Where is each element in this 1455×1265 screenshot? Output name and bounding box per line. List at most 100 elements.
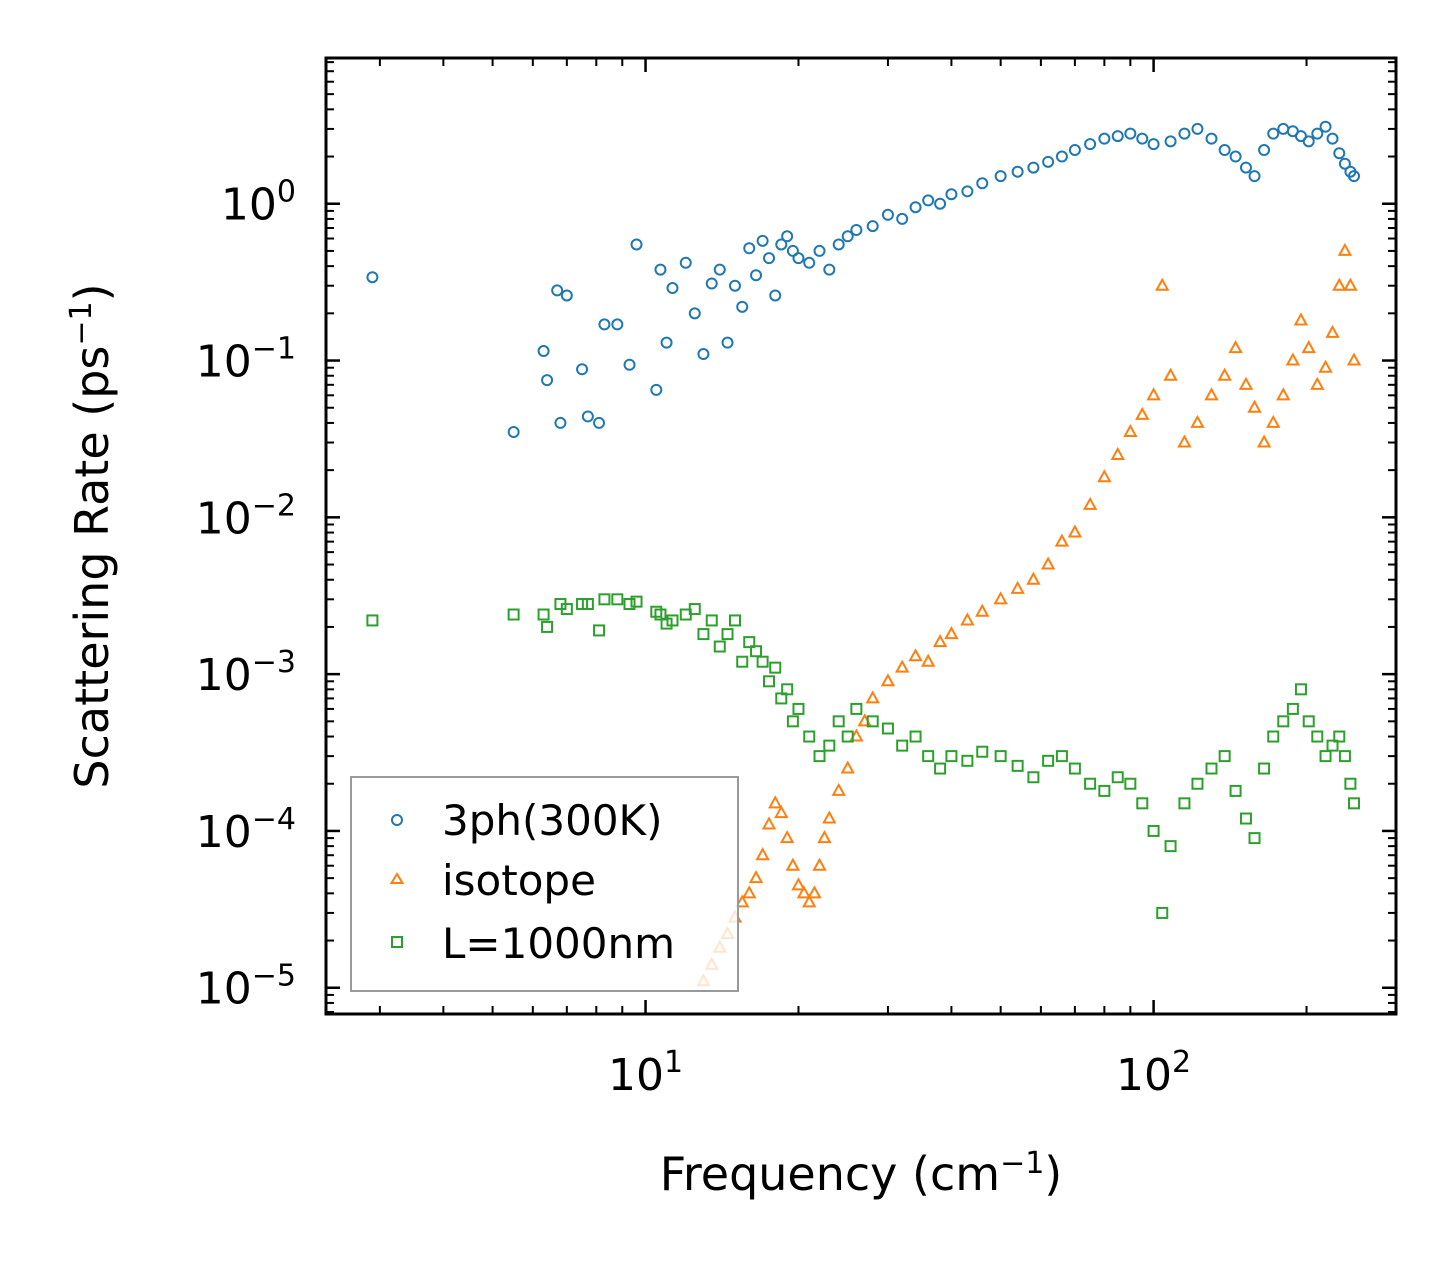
point-boundary (1055, 750, 1068, 763)
point-3ph (713, 263, 726, 276)
point-3ph (1191, 122, 1204, 135)
point-3ph (666, 282, 679, 295)
point-boundary (507, 608, 520, 621)
legend-label-3ph: 3ph(300K) (442, 796, 662, 845)
point-3ph (576, 363, 589, 376)
point-boundary (945, 750, 958, 763)
point-isotope (894, 659, 910, 673)
point-3ph (1338, 157, 1351, 170)
point-boundary (1338, 750, 1351, 763)
point-3ph (832, 238, 845, 251)
point-isotope (768, 795, 783, 809)
point-isotope (1204, 387, 1219, 401)
point-3ph (366, 271, 379, 284)
point-boundary (850, 702, 863, 715)
point-isotope (1285, 352, 1301, 366)
point-boundary (1258, 762, 1271, 775)
point-3ph (1248, 170, 1261, 183)
point-3ph (909, 201, 922, 214)
point-3ph (507, 426, 520, 439)
point-3ph (866, 220, 879, 233)
y-tick-label: 10−1 (196, 332, 296, 388)
point-3ph (1068, 144, 1081, 157)
point-isotope (960, 612, 975, 626)
point-3ph (721, 336, 734, 349)
point-boundary (750, 645, 763, 658)
point-boundary (541, 620, 554, 633)
point-isotope (1217, 367, 1232, 381)
point-isotope (1097, 469, 1112, 483)
point-boundary (823, 739, 836, 752)
point-3ph (803, 256, 816, 269)
point-boundary (666, 614, 679, 627)
point-boundary (792, 702, 805, 715)
point-boundary (1248, 832, 1261, 845)
point-isotope (1135, 406, 1150, 420)
point-boundary (813, 750, 826, 763)
point-isotope (1337, 242, 1353, 256)
point-3ph (593, 416, 606, 429)
point-isotope (1256, 434, 1272, 448)
point-boundary (1111, 771, 1124, 784)
point-boundary (1239, 812, 1252, 825)
point-isotope (1067, 524, 1083, 538)
point-3ph (581, 410, 594, 423)
point-3ph (1147, 138, 1160, 151)
point-isotope (1110, 446, 1125, 460)
point-3ph (650, 383, 663, 396)
point-3ph (1055, 150, 1068, 163)
point-boundary (623, 598, 636, 611)
point-3ph (841, 230, 854, 243)
point-isotope (822, 810, 837, 824)
plot-frame (324, 56, 1398, 1016)
point-isotope (1163, 367, 1178, 381)
point-3ph (763, 252, 776, 265)
point-boundary (366, 614, 379, 627)
point-boundary (630, 595, 643, 608)
y-tick-label: 10−4 (196, 802, 296, 858)
point-isotope (920, 653, 936, 667)
point-boundary (1333, 730, 1346, 743)
point-boundary (611, 593, 624, 606)
point-isotope (735, 894, 750, 908)
point-isotope (1332, 277, 1347, 291)
point-3ph (934, 197, 947, 210)
point-3ph (1218, 144, 1231, 157)
point-3ph (1124, 127, 1137, 140)
point-3ph (1098, 132, 1111, 145)
point-3ph (1164, 135, 1177, 148)
point-3ph (554, 416, 567, 429)
point-3ph (1136, 132, 1149, 145)
point-isotope (1318, 359, 1333, 373)
point-boundary (994, 750, 1007, 763)
point-3ph (743, 242, 756, 255)
point-isotope (791, 877, 806, 891)
legend-label-boundary: L=1000nm (442, 919, 675, 968)
point-3ph (1042, 155, 1055, 168)
point-3ph (1311, 127, 1324, 140)
point-boundary (1347, 797, 1360, 810)
point-boundary (803, 730, 816, 743)
point-boundary (1302, 715, 1315, 728)
point-boundary (1277, 715, 1290, 728)
point-isotope (807, 885, 822, 899)
point-3ph (598, 318, 611, 331)
data-points-layer (366, 120, 1362, 987)
point-isotope (1026, 571, 1041, 585)
point-boundary (1191, 777, 1204, 790)
point-3ph (922, 194, 935, 207)
point-isotope (1054, 533, 1070, 547)
point-boundary (721, 628, 734, 641)
point-3ph (769, 289, 782, 302)
point-3ph (541, 374, 554, 387)
point-boundary (934, 762, 947, 775)
point-boundary (769, 661, 782, 674)
point-3ph (1267, 127, 1280, 140)
point-boundary (909, 730, 922, 743)
point-3ph (945, 188, 958, 201)
point-isotope (908, 648, 923, 662)
point-isotope (1310, 376, 1325, 390)
point-boundary (881, 722, 894, 735)
point-boundary (1156, 906, 1169, 919)
point-boundary (1098, 784, 1111, 797)
